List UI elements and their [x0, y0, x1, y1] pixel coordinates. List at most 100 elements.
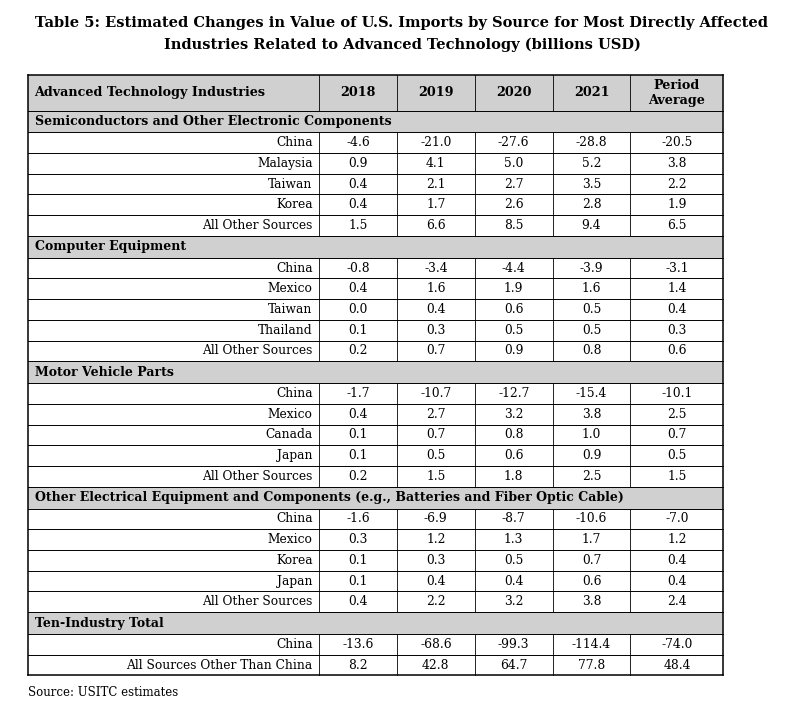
Bar: [319, 634, 397, 655]
Text: -10.1: -10.1: [661, 387, 691, 400]
Text: 48.4: 48.4: [662, 658, 690, 672]
Text: 0.6: 0.6: [503, 303, 523, 316]
Text: -10.7: -10.7: [420, 387, 451, 400]
Text: 0.5: 0.5: [503, 554, 523, 567]
Text: Mexico: Mexico: [267, 408, 312, 421]
Bar: [319, 445, 397, 466]
Text: -13.6: -13.6: [342, 638, 373, 651]
Text: Advanced Technology Industries: Advanced Technology Industries: [35, 87, 265, 100]
Text: 3.8: 3.8: [581, 595, 601, 608]
Bar: [630, 592, 723, 612]
Text: Japan: Japan: [277, 574, 312, 588]
Text: -6.9: -6.9: [423, 513, 447, 526]
Bar: [28, 110, 723, 133]
Text: Mexico: Mexico: [267, 533, 312, 546]
Text: -1.7: -1.7: [346, 387, 369, 400]
Bar: [475, 383, 552, 404]
Text: -1.6: -1.6: [346, 513, 369, 526]
Text: 2.4: 2.4: [666, 595, 686, 608]
Bar: [630, 278, 723, 299]
Text: 0.5: 0.5: [426, 449, 445, 462]
Bar: [552, 75, 630, 110]
Text: 3.8: 3.8: [666, 157, 686, 170]
Bar: [28, 215, 319, 236]
Bar: [552, 634, 630, 655]
Text: 2018: 2018: [340, 87, 375, 100]
Bar: [319, 257, 397, 278]
Text: 0.3: 0.3: [666, 324, 686, 337]
Bar: [28, 634, 319, 655]
Bar: [475, 445, 552, 466]
Bar: [475, 508, 552, 529]
Bar: [319, 299, 397, 320]
Text: -74.0: -74.0: [660, 638, 692, 651]
Bar: [397, 257, 475, 278]
Text: -15.4: -15.4: [575, 387, 606, 400]
Bar: [552, 278, 630, 299]
Bar: [319, 404, 397, 424]
Text: 8.5: 8.5: [503, 219, 523, 232]
Text: 0.1: 0.1: [348, 554, 367, 567]
Text: Canada: Canada: [265, 429, 312, 442]
Bar: [630, 529, 723, 550]
Text: -28.8: -28.8: [575, 136, 606, 149]
Text: 0.4: 0.4: [348, 408, 367, 421]
Text: 1.2: 1.2: [666, 533, 686, 546]
Bar: [475, 529, 552, 550]
Bar: [397, 404, 475, 424]
Bar: [397, 299, 475, 320]
Text: 0.4: 0.4: [666, 574, 686, 588]
Bar: [397, 424, 475, 445]
Text: 0.3: 0.3: [426, 554, 445, 567]
Bar: [319, 174, 397, 194]
Text: -3.1: -3.1: [664, 262, 688, 275]
Bar: [397, 133, 475, 153]
Text: Table 5: Estimated Changes in Value of U.S. Imports by Source for Most Directly : Table 5: Estimated Changes in Value of U…: [35, 16, 768, 31]
Text: 0.0: 0.0: [348, 303, 367, 316]
Text: 0.2: 0.2: [348, 344, 367, 358]
Text: -8.7: -8.7: [501, 513, 525, 526]
Bar: [552, 655, 630, 675]
Bar: [552, 133, 630, 153]
Text: Period
Average: Period Average: [648, 79, 704, 107]
Text: 8.2: 8.2: [348, 658, 368, 672]
Bar: [397, 320, 475, 341]
Text: 0.4: 0.4: [666, 303, 686, 316]
Text: 0.4: 0.4: [426, 574, 445, 588]
Bar: [630, 341, 723, 361]
Bar: [28, 445, 319, 466]
Bar: [552, 383, 630, 404]
Text: 3.5: 3.5: [581, 178, 601, 191]
Bar: [630, 215, 723, 236]
Text: 0.8: 0.8: [503, 429, 523, 442]
Text: 0.3: 0.3: [348, 533, 367, 546]
Bar: [397, 341, 475, 361]
Bar: [552, 571, 630, 592]
Bar: [552, 508, 630, 529]
Text: 0.7: 0.7: [426, 344, 445, 358]
Bar: [475, 592, 552, 612]
Text: 0.9: 0.9: [503, 344, 523, 358]
Text: 6.5: 6.5: [666, 219, 686, 232]
Bar: [630, 508, 723, 529]
Bar: [319, 341, 397, 361]
Bar: [475, 320, 552, 341]
Bar: [630, 133, 723, 153]
Bar: [630, 424, 723, 445]
Text: 0.4: 0.4: [348, 282, 367, 295]
Text: 1.5: 1.5: [426, 470, 445, 483]
Text: 0.9: 0.9: [581, 449, 601, 462]
Text: 4.1: 4.1: [426, 157, 445, 170]
Text: All Other Sources: All Other Sources: [202, 219, 312, 232]
Text: -4.4: -4.4: [501, 262, 525, 275]
Bar: [28, 487, 723, 508]
Text: 1.7: 1.7: [426, 199, 445, 212]
Text: 0.7: 0.7: [666, 429, 686, 442]
Text: China: China: [275, 513, 312, 526]
Text: -12.7: -12.7: [497, 387, 528, 400]
Bar: [28, 194, 319, 215]
Text: Source: USITC estimates: Source: USITC estimates: [28, 686, 178, 699]
Bar: [319, 278, 397, 299]
Bar: [630, 655, 723, 675]
Text: 1.5: 1.5: [348, 219, 367, 232]
